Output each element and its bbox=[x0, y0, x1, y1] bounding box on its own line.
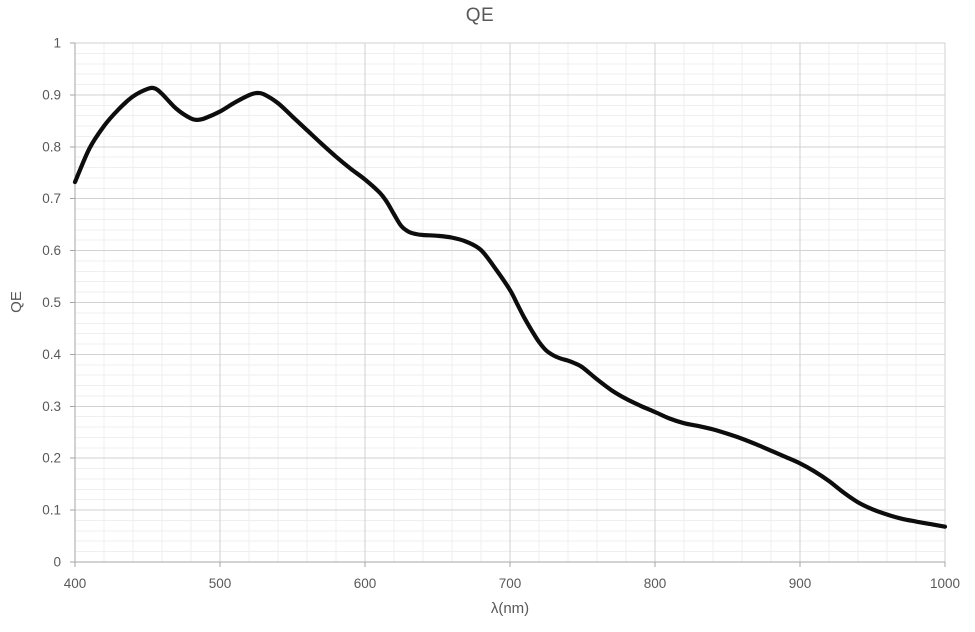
y-tick-label: 0.5 bbox=[42, 295, 61, 310]
x-axis-title: λ(nm) bbox=[490, 600, 530, 617]
y-tick-label: 0.8 bbox=[42, 139, 61, 154]
x-tick-label: 500 bbox=[209, 576, 232, 591]
y-tick-label: 0.6 bbox=[42, 243, 61, 258]
x-tick-label: 800 bbox=[644, 576, 667, 591]
x-tick-label: 1000 bbox=[930, 576, 960, 591]
y-tick-label: 0.1 bbox=[42, 503, 61, 518]
y-tick-label: 0.7 bbox=[42, 191, 61, 206]
x-tick-label: 400 bbox=[64, 576, 87, 591]
y-tick-label: 0.4 bbox=[42, 347, 61, 362]
y-tick-label: 0.3 bbox=[42, 399, 61, 414]
y-tick-label: 1 bbox=[53, 36, 61, 51]
y-tick-label: 0 bbox=[53, 555, 61, 570]
x-tick-label: 600 bbox=[354, 576, 377, 591]
x-tick-label: 900 bbox=[789, 576, 812, 591]
chart-title: QE bbox=[465, 5, 495, 26]
qe-curve bbox=[72, 85, 948, 529]
y-tick-label: 0.9 bbox=[42, 87, 61, 102]
y-tick-label: 0.2 bbox=[42, 451, 61, 466]
x-tick-label: 700 bbox=[499, 576, 522, 591]
